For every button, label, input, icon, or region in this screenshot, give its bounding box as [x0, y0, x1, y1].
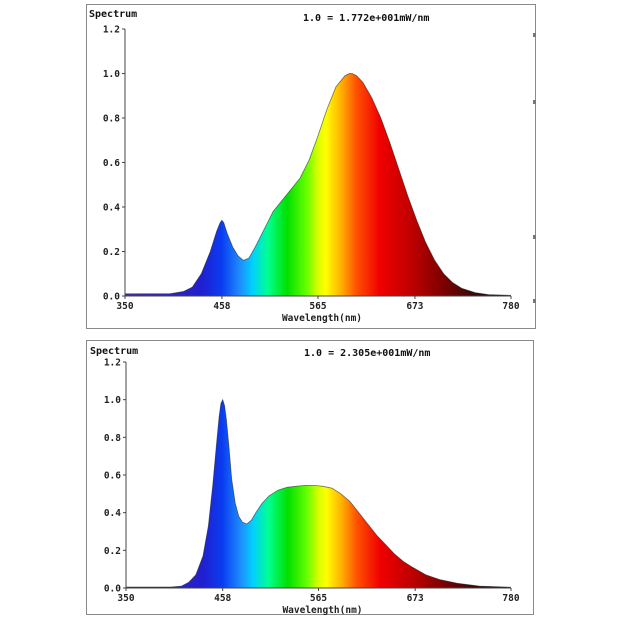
- y-tick-label: 0.0: [104, 584, 121, 595]
- spectrum-area: [126, 399, 511, 588]
- y-tick-label: 1.0: [104, 395, 121, 406]
- scale-note: 1.0 = 2.305e+001mW/nm: [304, 348, 431, 359]
- x-tick-label: 350: [117, 593, 134, 604]
- y-tick-label: 0.6: [103, 158, 120, 169]
- y-tick-label: 0.0: [103, 292, 120, 303]
- y-tick-label: 0.4: [103, 203, 120, 214]
- edge-tick: [533, 100, 536, 104]
- spectrum-line: [126, 398, 512, 588]
- spectrum-chart-1: Spectrum 1.0 = 1.772e+001mW/nm 0.0 0.2 0.4…: [86, 4, 536, 329]
- x-tick-label: 350: [116, 301, 133, 312]
- y-tick-label: 1.2: [104, 358, 121, 369]
- y-tick-label: 1.0: [103, 69, 120, 80]
- x-axis-label: Wavelength(nm): [282, 605, 362, 616]
- x-tick-label: 458: [213, 301, 230, 312]
- x-tick-label: 565: [309, 301, 326, 312]
- chart-title: Spectrum: [90, 346, 139, 357]
- y-tick-label: 0.8: [104, 433, 121, 444]
- chart-title: Spectrum: [89, 9, 138, 20]
- x-tick-label: 673: [406, 301, 423, 312]
- spectrum-chart-2: Spectrum 1.0 = 2.305e+001mW/nm 0.0 0.2 0.4…: [86, 340, 534, 617]
- x-axis-label: Wavelength(nm): [282, 313, 362, 324]
- edge-tick: [533, 33, 536, 37]
- y-tick-label: 0.6: [104, 471, 121, 482]
- y-tick-label: 1.2: [103, 25, 120, 36]
- x-tick-label: 780: [502, 301, 519, 312]
- edge-tick: [533, 299, 536, 303]
- plot-area: 0.0 0.2 0.4 0.6 0.8 1.0 1.2 350 458 565 673 780 Wave…: [103, 25, 520, 325]
- edge-tick: [533, 235, 536, 239]
- x-tick-label: 565: [310, 593, 327, 604]
- scale-note: 1.0 = 1.772e+001mW/nm: [303, 13, 430, 24]
- plot-area: 0.0 0.2 0.4 0.6 0.8 1.0 1.2 350 458 565 673 780 Wave…: [104, 358, 520, 617]
- y-tick-label: 0.8: [103, 114, 120, 125]
- x-tick-label: 673: [407, 593, 424, 604]
- x-tick-label: 780: [502, 593, 519, 604]
- y-tick-label: 0.2: [104, 546, 121, 557]
- spectrum-area: [125, 73, 511, 296]
- y-tick-label: 0.2: [103, 247, 120, 258]
- spectrum-line: [125, 73, 512, 296]
- x-tick-label: 458: [214, 593, 231, 604]
- y-tick-label: 0.4: [104, 508, 121, 519]
